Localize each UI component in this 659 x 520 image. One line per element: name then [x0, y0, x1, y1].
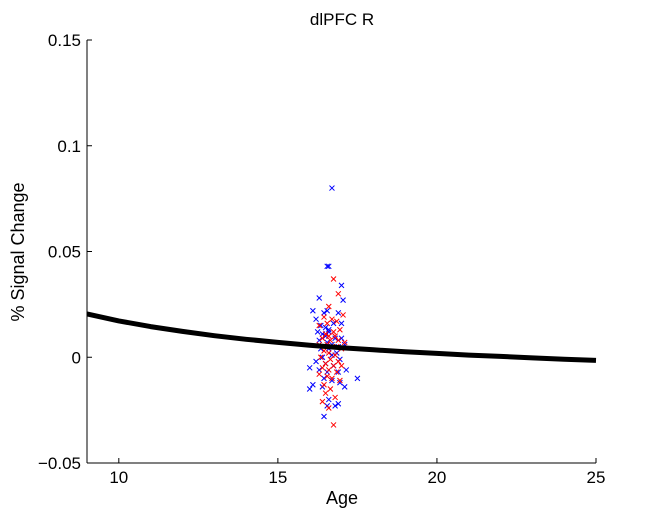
scatter-point — [329, 375, 335, 382]
scatter-point — [354, 375, 361, 382]
scatter-point — [332, 333, 338, 339]
x-tick-label: 20 — [427, 468, 446, 487]
scatter-point — [322, 324, 329, 331]
plot-area — [86, 185, 597, 428]
y-tick-label: 0.05 — [48, 243, 81, 262]
scatter-point — [330, 329, 337, 335]
scatter-point — [335, 309, 342, 316]
scatter-point — [324, 320, 331, 327]
scatter-point — [324, 263, 331, 270]
x-tick-label: 15 — [268, 468, 287, 487]
chart-title: dlPFC R — [310, 10, 374, 29]
scatter-point — [333, 369, 340, 375]
scatter-point — [340, 297, 346, 303]
scatter-point — [343, 367, 350, 373]
x-tick-label: 10 — [109, 468, 128, 487]
scatter-point — [319, 354, 326, 361]
scatter-point — [316, 371, 323, 378]
scatter-point — [324, 307, 331, 314]
scatter-point — [335, 400, 342, 407]
scatter-point — [321, 314, 327, 320]
scatter-point — [321, 375, 327, 382]
y-tick-label: −0.05 — [38, 454, 81, 473]
scatter-point — [325, 405, 332, 411]
scatter-point — [338, 335, 345, 342]
scatter-point — [322, 390, 329, 397]
scatter-point — [325, 263, 332, 270]
plot-frame — [87, 40, 596, 463]
scatter-point — [310, 307, 316, 314]
y-tick-label: 0.1 — [57, 137, 81, 156]
scatter-point — [329, 316, 335, 323]
scatter-point — [329, 377, 335, 384]
scatter-point — [325, 326, 332, 333]
scatter-point — [332, 352, 338, 358]
scatter-point — [317, 354, 324, 361]
scatter-point — [335, 290, 342, 297]
scatter-point — [324, 373, 331, 380]
scatter-point — [321, 309, 327, 316]
scatter-point — [325, 396, 332, 403]
scatter-point — [325, 303, 332, 310]
scatter-point — [333, 318, 340, 325]
scatter-point — [335, 337, 342, 344]
scatter-point — [319, 398, 326, 405]
scatter-point — [321, 413, 327, 420]
scatter-point — [340, 312, 346, 318]
x-tick-label: 25 — [587, 468, 606, 487]
scatter-point — [322, 331, 329, 337]
scatter-series-1 — [306, 185, 361, 420]
scatter-point — [338, 320, 345, 327]
scatter-point — [306, 364, 313, 371]
scatter-point — [319, 364, 326, 371]
scatter-point — [332, 394, 338, 401]
scatter-point — [337, 379, 343, 386]
scatter-point — [316, 367, 323, 373]
scatter-point — [341, 384, 348, 390]
scatter-point — [313, 316, 319, 323]
y-axis-label: % Signal Change — [8, 182, 28, 321]
scatter-point — [338, 362, 345, 369]
scatter-point — [338, 282, 345, 289]
scatter-point — [325, 333, 332, 339]
scatter-point — [314, 329, 321, 335]
scatter-point — [321, 348, 327, 354]
y-tick-label: 0.15 — [48, 31, 81, 50]
scatter-point — [337, 326, 343, 333]
scatter-point — [330, 362, 337, 369]
scatter-point — [332, 403, 338, 409]
scatter-point — [337, 377, 343, 384]
scatter-point — [341, 339, 348, 346]
scatter-point — [327, 356, 334, 363]
scatter-point — [332, 335, 338, 342]
scatter-point — [327, 386, 334, 392]
y-tick-label: 0 — [72, 348, 81, 367]
scatter-point — [325, 329, 332, 335]
scatter-point — [327, 337, 334, 344]
x-axis-label: Age — [326, 488, 358, 508]
scatter-point — [306, 386, 313, 392]
scatter-point — [319, 335, 326, 342]
scatter-point — [330, 422, 337, 428]
scatter-point — [330, 320, 337, 327]
fit-line — [86, 311, 597, 363]
scatter-point — [325, 367, 332, 373]
scatter-point — [325, 350, 332, 356]
scatter-point — [335, 358, 342, 365]
scatter-point — [310, 381, 316, 388]
scatter-point — [316, 322, 323, 329]
scatter-point — [316, 295, 323, 301]
scatter-point — [321, 381, 327, 388]
scatter-point — [330, 276, 337, 282]
scatter-point — [322, 360, 329, 367]
scatter-point — [329, 185, 335, 191]
y-axis: −0.05 0 0.05 0.1 0.15 — [38, 31, 92, 473]
scatter-point — [335, 369, 342, 375]
scatter-point — [317, 322, 324, 329]
x-axis: 10 15 20 25 — [87, 458, 605, 487]
scatter-point — [313, 358, 319, 365]
scatter-point — [316, 337, 323, 344]
